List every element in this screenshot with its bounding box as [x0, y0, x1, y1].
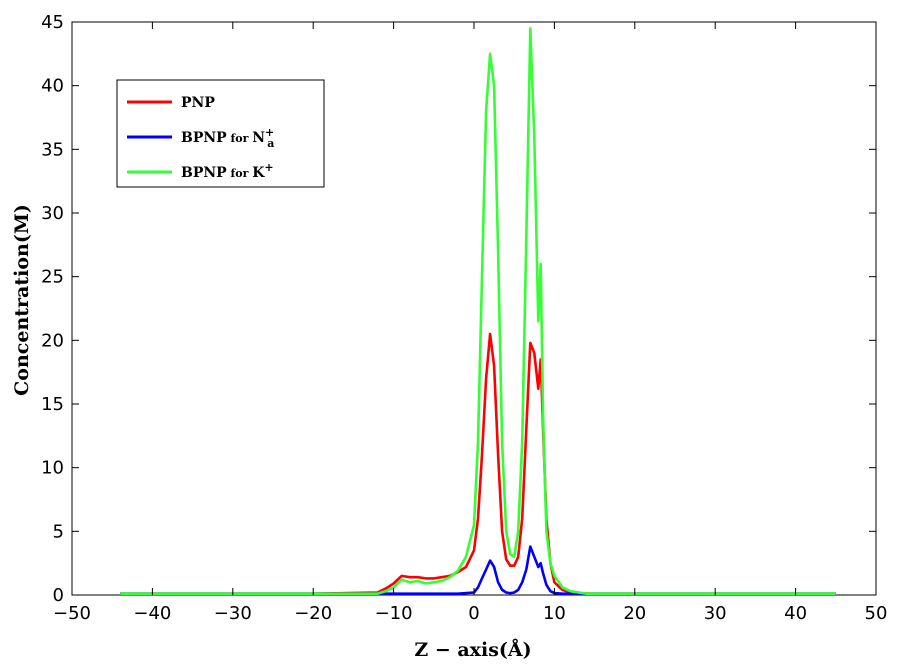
y-tick-label: 0	[53, 585, 64, 606]
y-axis-title: Concentration(M)	[11, 204, 33, 396]
x-tick-label: −40	[133, 603, 171, 624]
ticks-layer: −50 −40 −30 −20 −10 0 10 20 30 40 50 0 5 10 15 20 25 30 35…	[41, 12, 887, 624]
x-tick-label: −20	[294, 603, 332, 624]
x-tick-label: 10	[543, 603, 566, 624]
y-tick-label: 45	[41, 12, 64, 33]
x-tick-label: 0	[468, 603, 479, 624]
x-tick-label: −30	[214, 603, 252, 624]
series-line-1	[120, 545, 836, 595]
y-tick-label: 35	[41, 139, 64, 160]
x-tick-label: 40	[784, 603, 807, 624]
y-tick-label: 30	[41, 203, 64, 224]
series-layer	[120, 27, 836, 595]
legend-label-1: BPNP for N+ a	[181, 126, 274, 150]
x-tick-label: 50	[865, 603, 888, 624]
x-tick-label: 30	[704, 603, 727, 624]
legend-label-0: PNP	[181, 95, 215, 111]
legend: PNP BPNP for N+ a BPNP for K+	[116, 79, 325, 188]
legend-label-2: BPNP for K+	[181, 161, 274, 181]
x-tick-label: −10	[375, 603, 413, 624]
series-line-2	[120, 27, 836, 595]
y-tick-label: 25	[41, 267, 64, 288]
x-tick-label: −50	[53, 603, 91, 624]
x-tick-label: 20	[623, 603, 646, 624]
y-tick-label: 20	[41, 330, 64, 351]
y-tick-label: 5	[53, 521, 64, 542]
y-tick-label: 15	[41, 394, 64, 415]
x-axis-title: Z − axis(Å)	[414, 638, 531, 661]
y-tick-label: 40	[41, 76, 64, 97]
legend-box	[116, 79, 325, 188]
y-tick-label: 10	[41, 458, 64, 479]
